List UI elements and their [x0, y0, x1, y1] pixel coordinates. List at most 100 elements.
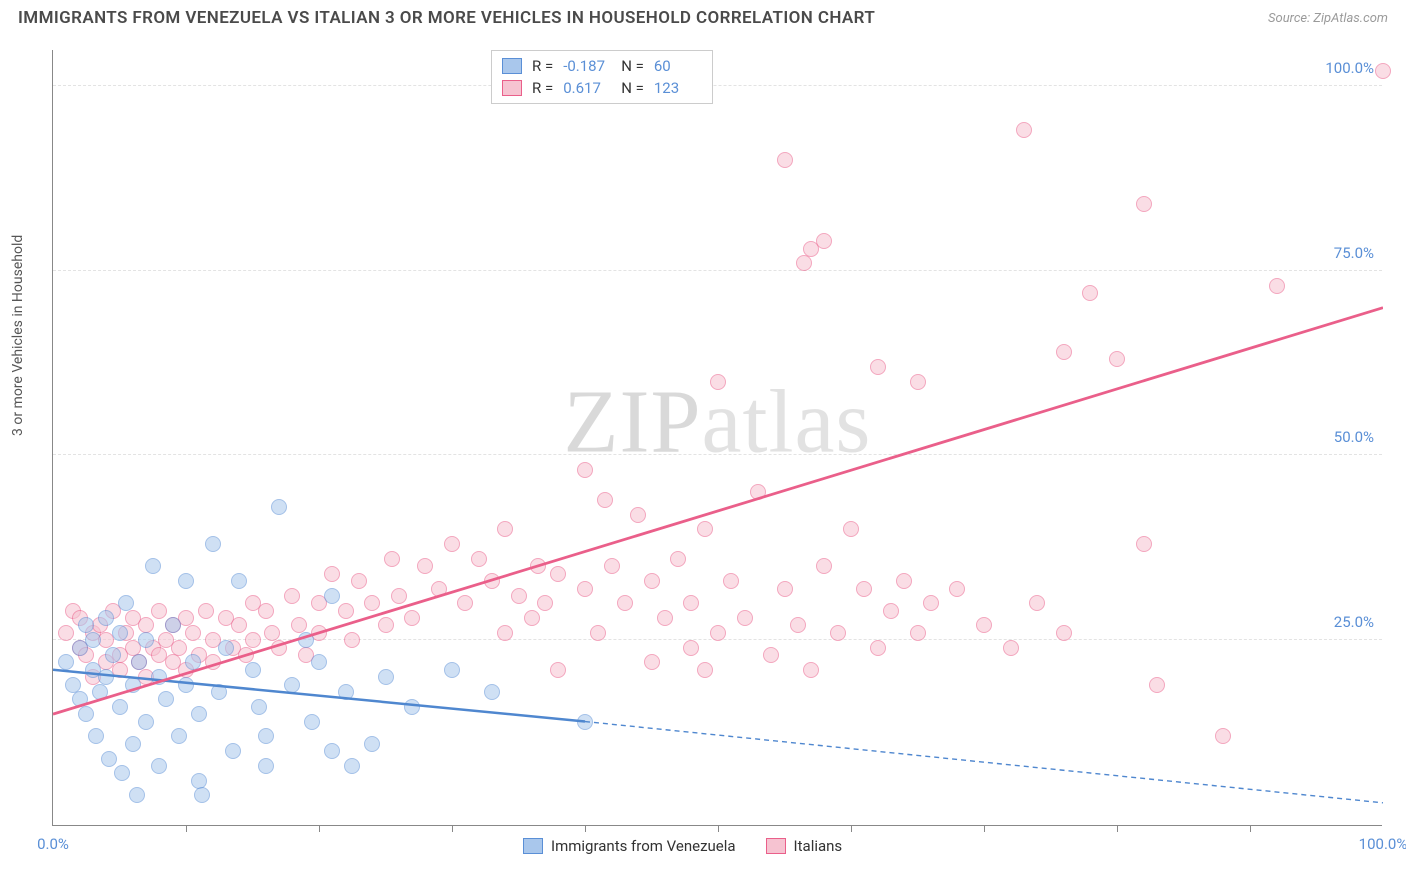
data-point-italians: [138, 617, 154, 633]
data-point-venezuela: [324, 743, 340, 759]
ytick-label: 75.0%: [1334, 244, 1374, 262]
data-point-italians: [777, 152, 793, 168]
legend-N-value-italians: 123: [654, 77, 702, 99]
data-point-italians: [511, 588, 527, 604]
data-point-italians: [497, 521, 513, 537]
data-point-italians: [949, 581, 965, 597]
xtick: [319, 825, 320, 832]
data-point-venezuela: [484, 684, 500, 700]
data-point-venezuela: [258, 728, 274, 744]
data-point-italians: [471, 551, 487, 567]
data-point-venezuela: [101, 751, 117, 767]
data-point-italians: [1003, 640, 1019, 656]
data-point-venezuela: [138, 714, 154, 730]
data-point-venezuela: [129, 787, 145, 803]
data-point-italians: [284, 588, 300, 604]
data-point-venezuela: [151, 669, 167, 685]
legend-stat-row-venezuela: R =-0.187N =60: [502, 55, 702, 77]
data-point-venezuela: [118, 595, 134, 611]
data-point-italians: [830, 625, 846, 641]
chart-title: IMMIGRANTS FROM VENEZUELA VS ITALIAN 3 O…: [18, 8, 875, 28]
data-point-italians: [644, 573, 660, 589]
xtick: [718, 825, 719, 832]
data-point-italians: [1375, 63, 1391, 79]
legend-R-value-italians: 0.617: [563, 77, 611, 99]
data-point-italians: [444, 536, 460, 552]
data-point-venezuela: [311, 654, 327, 670]
swatch-italians: [502, 80, 522, 96]
data-point-italians: [378, 617, 394, 633]
legend-series: Immigrants from VenezuelaItalians: [523, 837, 842, 855]
ytick-label: 50.0%: [1334, 428, 1374, 446]
plot-area: ZIPatlas R =-0.187N =60R =0.617N =123 Im…: [52, 50, 1382, 826]
ytick-label: 25.0%: [1334, 613, 1374, 631]
xtick: [186, 825, 187, 832]
data-point-italians: [604, 558, 620, 574]
data-point-venezuela: [158, 691, 174, 707]
legend-item-italians: Italians: [766, 837, 843, 855]
data-point-venezuela: [78, 706, 94, 722]
data-point-venezuela: [271, 499, 287, 515]
data-point-italians: [577, 581, 593, 597]
data-point-italians: [910, 625, 926, 641]
data-point-italians: [264, 625, 280, 641]
data-point-italians: [856, 581, 872, 597]
legend-N-value-venezuela: 60: [654, 55, 702, 77]
data-point-italians: [457, 595, 473, 611]
data-point-venezuela: [577, 714, 593, 730]
data-point-italians: [683, 640, 699, 656]
data-point-italians: [577, 462, 593, 478]
legend-stat-row-italians: R =0.617N =123: [502, 77, 702, 99]
data-point-italians: [870, 640, 886, 656]
data-point-venezuela: [165, 617, 181, 633]
data-point-italians: [777, 581, 793, 597]
data-point-italians: [1016, 122, 1032, 138]
data-point-venezuela: [178, 677, 194, 693]
data-point-italians: [796, 255, 812, 271]
data-point-italians: [537, 595, 553, 611]
data-point-italians: [151, 603, 167, 619]
data-point-italians: [644, 654, 660, 670]
data-point-italians: [417, 558, 433, 574]
swatch-venezuela: [502, 58, 522, 74]
data-point-italians: [530, 558, 546, 574]
data-point-venezuela: [88, 728, 104, 744]
data-point-italians: [816, 558, 832, 574]
data-point-italians: [976, 617, 992, 633]
data-point-italians: [630, 507, 646, 523]
swatch-italians: [766, 838, 786, 854]
data-point-venezuela: [225, 743, 241, 759]
data-point-venezuela: [251, 699, 267, 715]
data-point-venezuela: [105, 647, 121, 663]
data-point-venezuela: [298, 632, 314, 648]
data-point-italians: [843, 521, 859, 537]
data-point-italians: [524, 610, 540, 626]
data-point-venezuela: [364, 736, 380, 752]
data-point-venezuela: [151, 758, 167, 774]
legend-stats: R =-0.187N =60R =0.617N =123: [491, 50, 713, 104]
xtick: [585, 825, 586, 832]
data-point-italians: [923, 595, 939, 611]
data-point-venezuela: [112, 625, 128, 641]
data-point-italians: [737, 610, 753, 626]
data-point-italians: [338, 603, 354, 619]
data-point-italians: [364, 595, 380, 611]
data-point-italians: [697, 521, 713, 537]
data-point-venezuela: [258, 758, 274, 774]
data-point-italians: [550, 662, 566, 678]
data-point-venezuela: [98, 610, 114, 626]
data-point-italians: [1269, 278, 1285, 294]
data-point-venezuela: [191, 773, 207, 789]
data-point-venezuela: [178, 573, 194, 589]
xtick-label: 0.0%: [37, 835, 69, 853]
data-point-italians: [205, 654, 221, 670]
chart-container: 3 or more Vehicles in Household ZIPatlas…: [0, 36, 1406, 892]
data-point-italians: [870, 359, 886, 375]
data-point-italians: [910, 374, 926, 390]
legend-N-label: N =: [621, 77, 644, 99]
data-point-italians: [1215, 728, 1231, 744]
legend-label-italians: Italians: [794, 837, 843, 855]
data-point-italians: [617, 595, 633, 611]
data-point-venezuela: [65, 677, 81, 693]
data-point-venezuela: [205, 536, 221, 552]
